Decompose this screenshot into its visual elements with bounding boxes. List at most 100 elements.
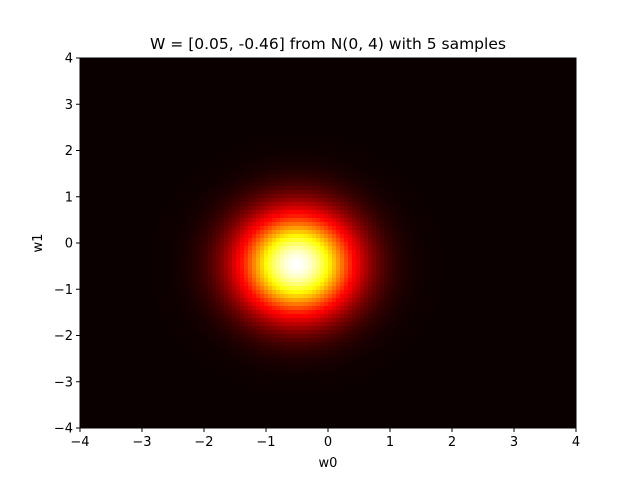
heatmap-cell (328, 198, 333, 203)
heatmap-cell (560, 106, 565, 111)
heatmap-cell (396, 106, 401, 111)
heatmap-cell (468, 74, 473, 79)
heatmap-cell (316, 74, 321, 79)
heatmap-cell (148, 206, 153, 211)
heatmap-cell (124, 138, 129, 143)
heatmap-cell (232, 186, 237, 191)
heatmap-cell (476, 198, 481, 203)
heatmap-cell (424, 126, 429, 131)
heatmap-cell (380, 122, 385, 127)
heatmap-cell (316, 90, 321, 95)
heatmap-cell (456, 142, 461, 147)
heatmap-cell (180, 126, 185, 131)
heatmap-cell (480, 66, 485, 71)
heatmap-cell (192, 158, 197, 163)
heatmap-cell (472, 150, 477, 155)
heatmap-cell (112, 126, 117, 131)
heatmap-cell (204, 126, 209, 131)
heatmap-cell (492, 114, 497, 119)
heatmap-cell (304, 210, 309, 215)
heatmap-cell (416, 154, 421, 159)
heatmap-cell (112, 114, 117, 119)
heatmap-cell (176, 138, 181, 143)
heatmap-cell (520, 58, 525, 63)
heatmap-cell (404, 138, 409, 143)
heatmap-cell (144, 178, 149, 183)
heatmap-cell (476, 102, 481, 107)
heatmap-cell (524, 130, 529, 135)
heatmap-cell (248, 150, 253, 155)
heatmap-cell (484, 206, 489, 211)
heatmap-cell (436, 74, 441, 79)
heatmap-cell (292, 170, 297, 175)
heatmap-cell (116, 186, 121, 191)
heatmap-cell (284, 58, 289, 63)
heatmap-cell (404, 70, 409, 75)
heatmap-cell (152, 94, 157, 99)
heatmap-cell (312, 106, 317, 111)
heatmap-cell (240, 154, 245, 159)
heatmap-cell (472, 146, 477, 151)
heatmap-cell (340, 110, 345, 115)
heatmap-cell (220, 174, 225, 179)
heatmap-cell (348, 150, 353, 155)
heatmap-cell (300, 86, 305, 91)
heatmap-cell (348, 166, 353, 171)
heatmap-cell (556, 170, 561, 175)
heatmap-cell (360, 130, 365, 135)
heatmap-cell (116, 170, 121, 175)
heatmap-cell (88, 90, 93, 95)
heatmap-cell (180, 174, 185, 179)
heatmap-cell (144, 186, 149, 191)
heatmap-cell (484, 66, 489, 71)
heatmap-cell (524, 138, 529, 143)
heatmap-cell (336, 202, 341, 207)
heatmap-cell (252, 74, 257, 79)
heatmap-cell (208, 206, 213, 211)
heatmap-cell (108, 66, 113, 71)
heatmap-cell (232, 162, 237, 167)
heatmap-cell (532, 86, 537, 91)
heatmap-cell (412, 90, 417, 95)
heatmap-cell (316, 206, 321, 211)
heatmap-cell (212, 58, 217, 63)
heatmap-cell (364, 198, 369, 203)
heatmap-cell (144, 74, 149, 79)
heatmap-cell (504, 134, 509, 139)
heatmap-cell (340, 70, 345, 75)
heatmap-cell (380, 62, 385, 67)
heatmap-cell (288, 118, 293, 123)
heatmap-cell (200, 134, 205, 139)
heatmap-cell (300, 58, 305, 63)
heatmap-cell (336, 98, 341, 103)
heatmap-cell (172, 114, 177, 119)
heatmap-cell (520, 62, 525, 67)
heatmap-cell (400, 198, 405, 203)
heatmap-cell (352, 170, 357, 175)
heatmap-cell (196, 182, 201, 187)
heatmap-cell (108, 170, 113, 175)
heatmap-cell (116, 114, 121, 119)
heatmap-cell (428, 90, 433, 95)
heatmap-cell (368, 134, 373, 139)
heatmap-cell (460, 206, 465, 211)
heatmap-cell (424, 210, 429, 215)
heatmap-cell (96, 82, 101, 87)
heatmap-cell (368, 162, 373, 167)
heatmap-cell (92, 162, 97, 167)
heatmap-cell (468, 86, 473, 91)
heatmap-cell (196, 190, 201, 195)
heatmap-cell (148, 162, 153, 167)
heatmap-cell (192, 210, 197, 215)
heatmap-cell (464, 214, 469, 219)
heatmap-cell (404, 118, 409, 123)
heatmap-cell (148, 62, 153, 67)
heatmap-cell (308, 78, 313, 83)
heatmap-cell (356, 82, 361, 87)
heatmap-cell (296, 66, 301, 71)
heatmap-cell (116, 106, 121, 111)
heatmap-cell (188, 114, 193, 119)
heatmap-cell (188, 170, 193, 175)
heatmap-cell (492, 206, 497, 211)
heatmap-cell (92, 154, 97, 159)
